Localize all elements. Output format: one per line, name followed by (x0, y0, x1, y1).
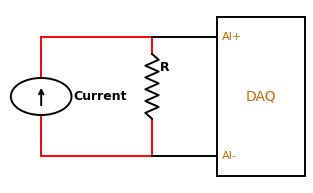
Text: Current: Current (73, 90, 126, 103)
Text: AI-: AI- (222, 151, 237, 161)
Text: AI+: AI+ (222, 32, 242, 42)
Text: R: R (160, 61, 169, 74)
Text: DAQ: DAQ (246, 90, 277, 103)
Bar (217, 17, 305, 176)
